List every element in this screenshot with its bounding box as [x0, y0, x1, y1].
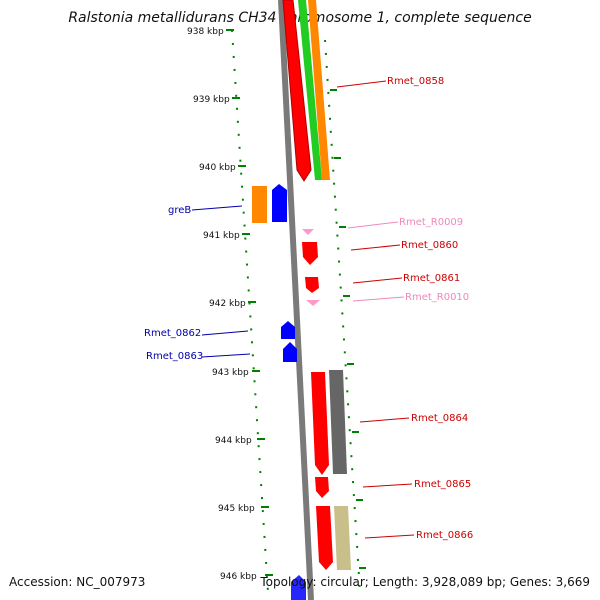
left-ruler	[231, 29, 269, 593]
label-rmet-0866[interactable]: Rmet_0866	[416, 530, 473, 541]
label-rmet-0865[interactable]: Rmet_0865	[414, 479, 471, 490]
gene-rmet-r0009[interactable]	[302, 229, 314, 235]
gene-rmet-0862[interactable]	[281, 321, 295, 339]
tick-label-938: 938 kbp	[187, 27, 224, 37]
inner-ticks	[330, 89, 366, 569]
gene-gray-feature[interactable]	[329, 370, 347, 474]
label-rmet-r0010[interactable]: Rmet_R0010	[405, 292, 469, 303]
greB-features	[252, 184, 287, 223]
callout-line-rmet-r0009	[347, 221, 399, 229]
accession-label: Accession: NC_007973	[9, 575, 146, 589]
label-rmet-0861[interactable]: Rmet_0861	[403, 273, 460, 284]
tick-label-944: 944 kbp	[215, 436, 252, 446]
gene-rmet-0863[interactable]	[283, 342, 297, 362]
callout-line-rmet-0865	[362, 483, 413, 488]
gene-rmet-0865[interactable]	[315, 477, 329, 498]
gene-rmet-0861[interactable]	[305, 277, 319, 293]
tick-label-940: 940 kbp	[199, 163, 236, 173]
tick-label-943: 943 kbp	[212, 368, 249, 378]
top-features	[282, 0, 330, 182]
callout-line-greB	[191, 205, 243, 211]
label-rmet-0863[interactable]: Rmet_0863	[146, 351, 203, 362]
right-ruler	[324, 39, 361, 593]
gene-khaki-feature[interactable]	[334, 506, 351, 570]
callout-line-rmet-0860	[350, 244, 401, 251]
callout-line-rmet-0863	[201, 353, 251, 358]
tick-label-946: 946 kbp	[220, 572, 257, 582]
gene-rmet-0860[interactable]	[302, 242, 318, 265]
gene-labels: Rmet_0858 greB Rmet_R0009 Rmet_0860 Rmet…	[144, 76, 473, 541]
label-rmet-0860[interactable]: Rmet_0860	[401, 240, 458, 251]
callout-line-rmet-r0010	[352, 296, 405, 302]
topology-label: Topology: circular; Length: 3,928,089 bp…	[260, 575, 590, 589]
callout-line-rmet-0864	[359, 417, 410, 423]
tick-label-941: 941 kbp	[203, 231, 240, 241]
label-rmet-0858[interactable]: Rmet_0858	[387, 76, 444, 87]
callout-lines	[191, 80, 415, 539]
callout-line-rmet-0861	[352, 277, 403, 284]
gene-blue-bottom[interactable]	[291, 575, 306, 600]
gene-rmet-0858[interactable]	[282, 0, 312, 182]
label-greB[interactable]: greB	[168, 205, 191, 216]
callout-line-rmet-0862	[201, 330, 249, 336]
tick-label-942: 942 kbp	[209, 299, 246, 309]
label-rmet-r0009[interactable]: Rmet_R0009	[399, 217, 463, 228]
callout-line-rmet-0858	[336, 80, 387, 88]
gene-rmet-0864[interactable]	[311, 372, 329, 475]
left-ruler-dots	[231, 29, 269, 593]
right-ruler-dots	[324, 39, 361, 593]
tick-label-945: 945 kbp	[218, 504, 255, 514]
tick-group: 938 kbp 939 kbp 940 kbp 941 kbp 942 kbp …	[187, 27, 273, 582]
gene-orange-feature[interactable]	[308, 0, 330, 180]
gene-orange-greB[interactable]	[252, 186, 267, 223]
label-rmet-0864[interactable]: Rmet_0864	[411, 413, 468, 424]
gene-rmet-0866[interactable]	[316, 506, 333, 570]
callout-line-rmet-0866	[364, 534, 415, 539]
gene-green-feature[interactable]	[298, 0, 322, 180]
gene-greB[interactable]	[272, 184, 287, 222]
genome-backbone	[278, 0, 314, 600]
gene-rmet-r0010[interactable]	[306, 300, 320, 306]
label-rmet-0862[interactable]: Rmet_0862	[144, 328, 201, 339]
tick-label-939: 939 kbp	[193, 95, 230, 105]
